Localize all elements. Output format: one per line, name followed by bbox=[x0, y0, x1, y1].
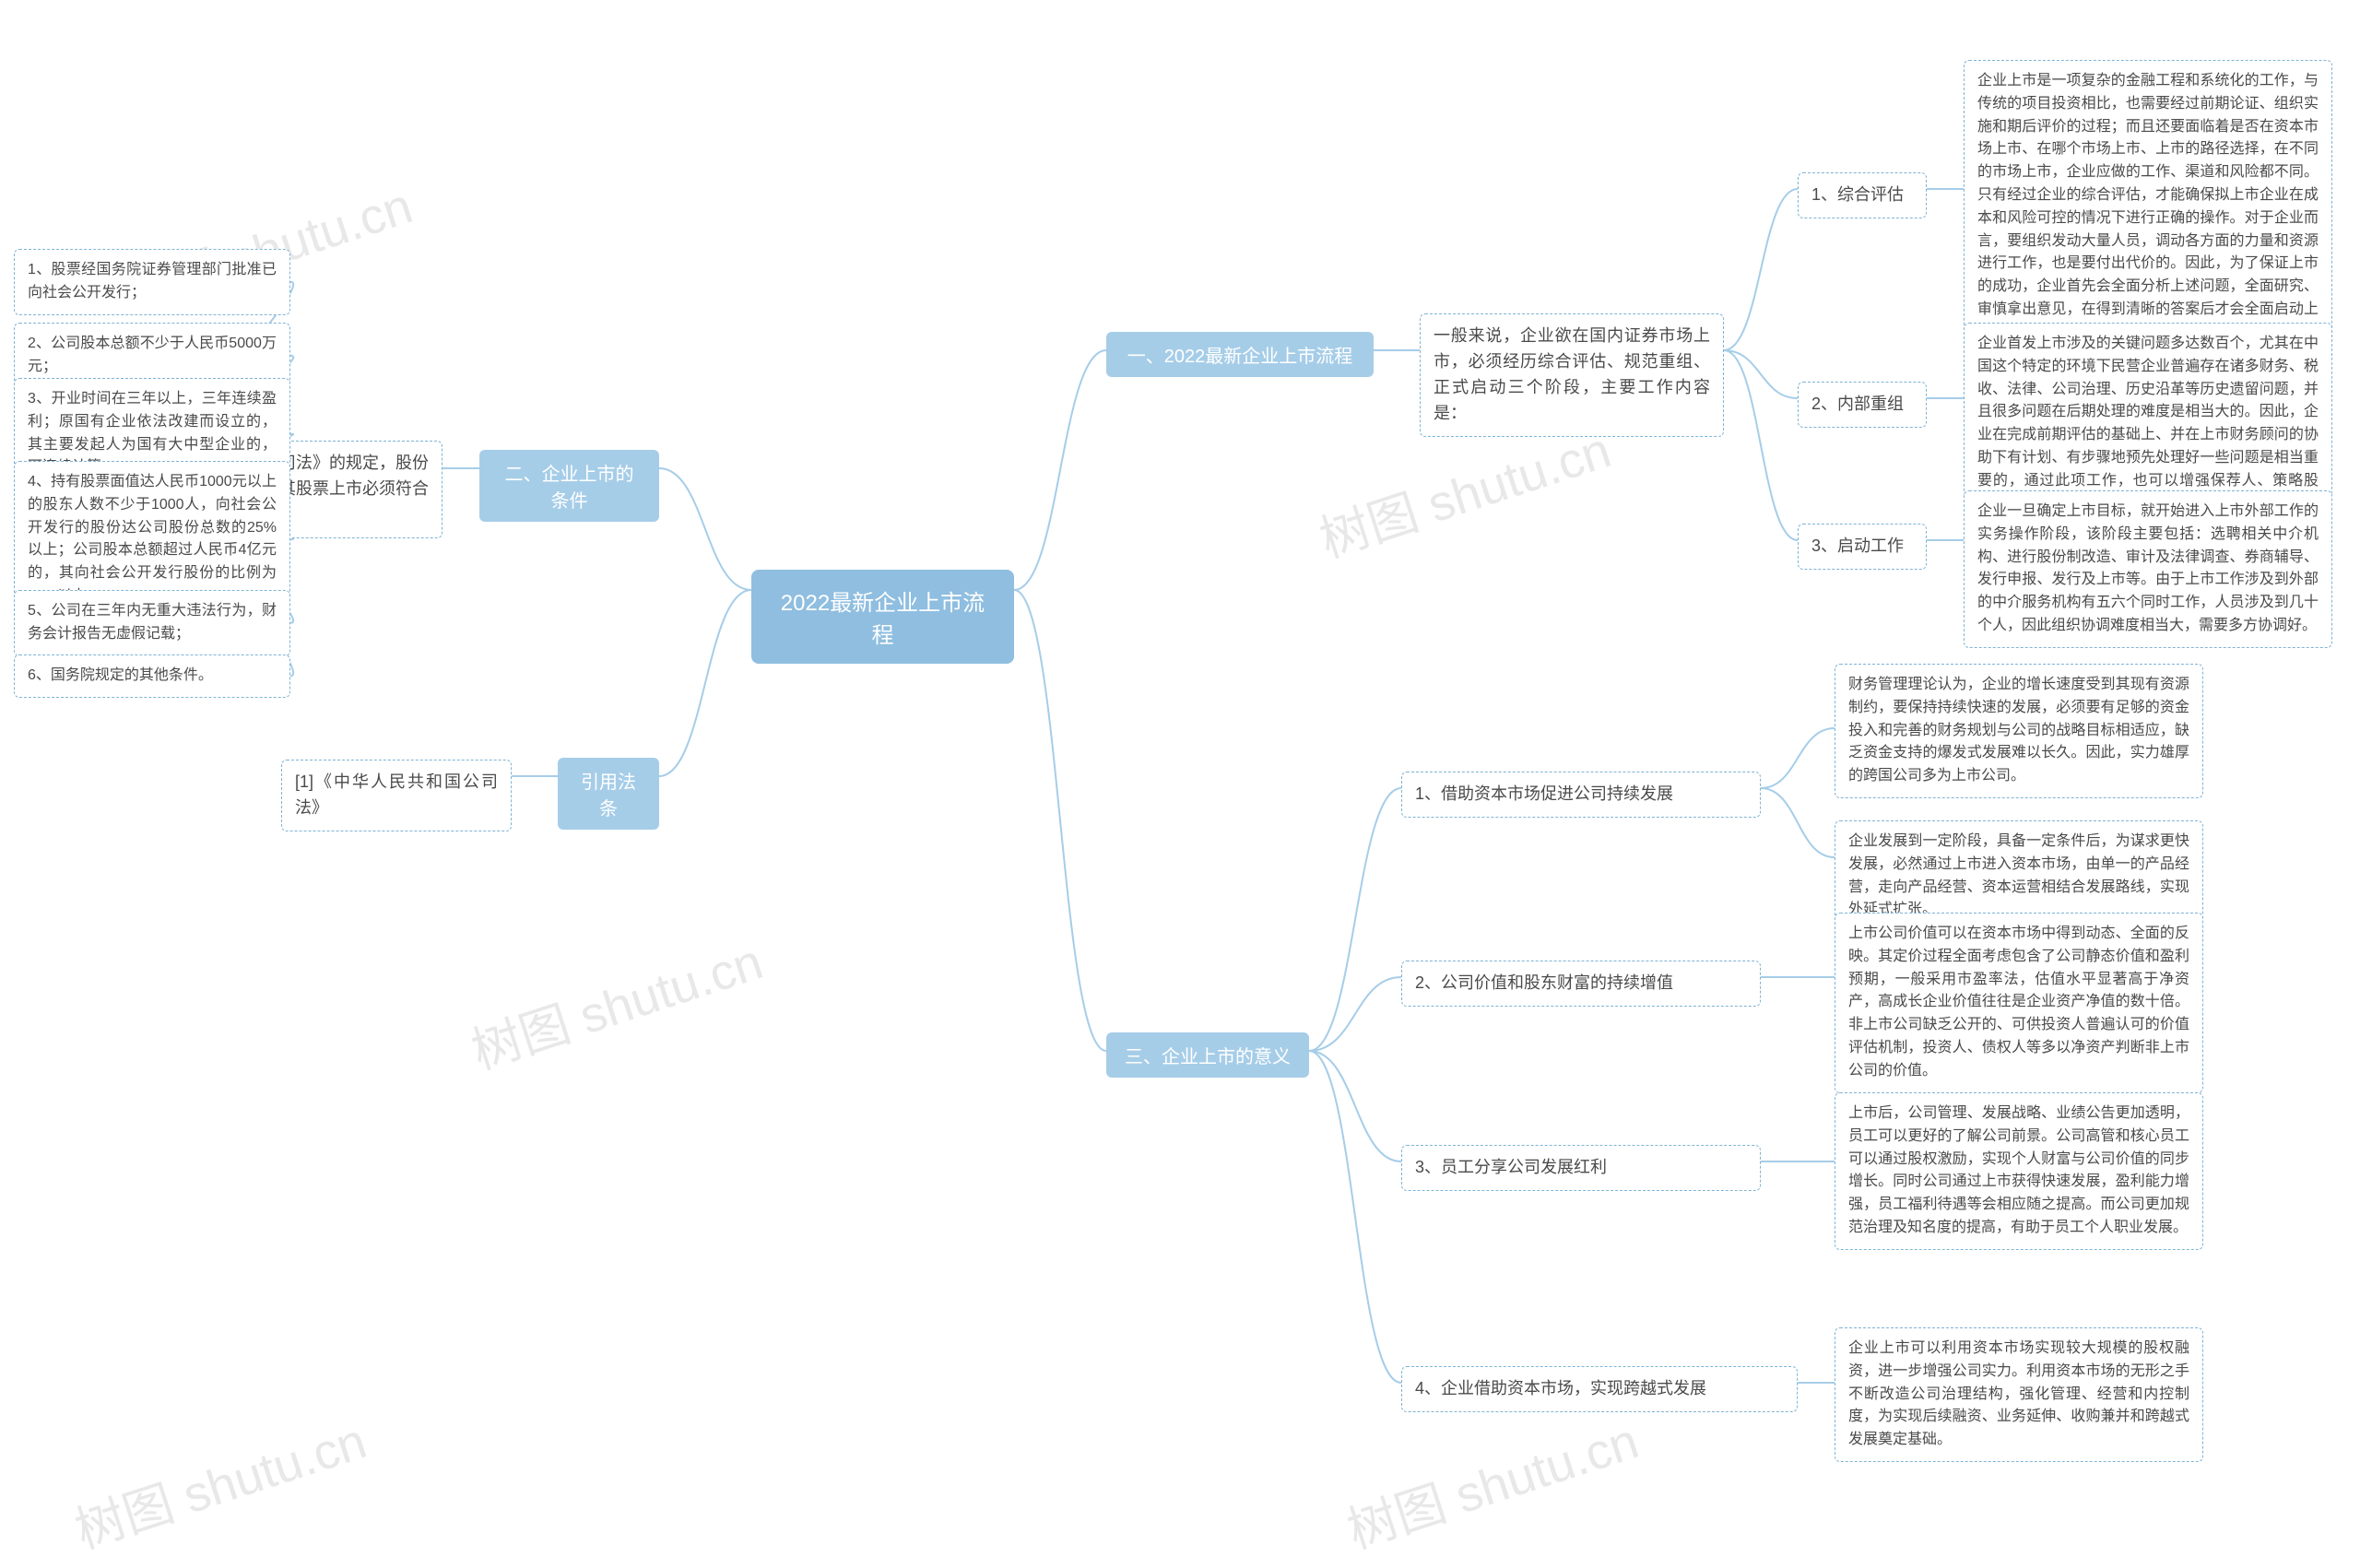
watermark: 树图 shutu.cn bbox=[65, 1400, 374, 1562]
meaning-item-2-desc: 上市公司价值可以在资本市场中得到动态、全面的反映。其定价过程全面考虑包含了公司静… bbox=[1835, 913, 2203, 1093]
meaning-item-3-desc: 上市后，公司管理、发展战略、业绩公告更加透明，员工可以更好的了解公司前景。公司高… bbox=[1835, 1092, 2203, 1250]
watermark: 树图 shutu.cn bbox=[461, 921, 771, 1083]
branch-meaning[interactable]: 三、企业上市的意义 bbox=[1106, 1032, 1309, 1078]
conditions-item-1: 1、股票经国务院证券管理部门批准已向社会公开发行； bbox=[14, 249, 290, 315]
meaning-item-4[interactable]: 4、企业借助资本市场，实现跨越式发展 bbox=[1401, 1366, 1798, 1412]
conditions-item-5: 5、公司在三年内无重大违法行为，财务会计报告无虚假记载； bbox=[14, 590, 290, 656]
conditions-item-6: 6、国务院规定的其他条件。 bbox=[14, 654, 290, 698]
meaning-item-2[interactable]: 2、公司价值和股东财富的持续增值 bbox=[1401, 961, 1761, 1007]
process-note: 一般来说，企业欲在国内证券市场上市，必须经历综合评估、规范重组、正式启动三个阶段… bbox=[1420, 313, 1724, 437]
meaning-item-1-desc-a: 财务管理理论认为，企业的增长速度受到其现有资源制约，要保持持续快速的发展，必须要… bbox=[1835, 664, 2203, 798]
branch-process[interactable]: 一、2022最新企业上市流程 bbox=[1106, 332, 1374, 377]
law-item-1: [1]《中华人民共和国公司法》 bbox=[281, 760, 512, 831]
branch-law[interactable]: 引用法条 bbox=[558, 758, 659, 830]
process-item-2[interactable]: 2、内部重组 bbox=[1798, 382, 1927, 428]
watermark: 树图 shutu.cn bbox=[1337, 1400, 1646, 1562]
process-item-3[interactable]: 3、启动工作 bbox=[1798, 524, 1927, 570]
process-item-1-desc: 企业上市是一项复杂的金融工程和系统化的工作，与传统的项目投资相比，也需要经过前期… bbox=[1964, 60, 2332, 355]
meaning-item-4-desc: 企业上市可以利用资本市场实现较大规模的股权融资，进一步增强公司实力。利用资本市场… bbox=[1835, 1327, 2203, 1462]
process-item-3-desc: 企业一旦确定上市目标，就开始进入上市外部工作的实务操作阶段，该阶段主要包括：选聘… bbox=[1964, 490, 2332, 648]
center-node[interactable]: 2022最新企业上市流程 bbox=[751, 570, 1014, 664]
process-item-1[interactable]: 1、综合评估 bbox=[1798, 172, 1927, 218]
meaning-item-3[interactable]: 3、员工分享公司发展红利 bbox=[1401, 1145, 1761, 1191]
meaning-item-1[interactable]: 1、借助资本市场促进公司持续发展 bbox=[1401, 772, 1761, 818]
branch-conditions[interactable]: 二、企业上市的条件 bbox=[479, 450, 659, 522]
